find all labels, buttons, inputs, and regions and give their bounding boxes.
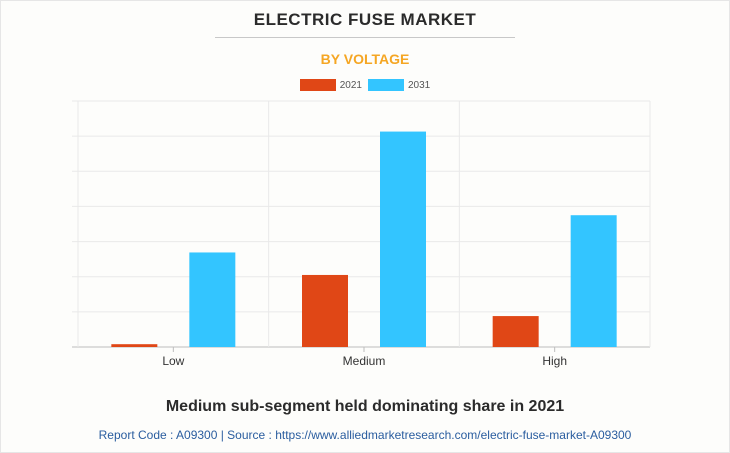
bar-low-2021[interactable] [111, 344, 158, 347]
bar-high-2021[interactable] [492, 316, 539, 347]
bar-medium-2031[interactable] [380, 131, 426, 347]
x-tick-label-medium: Medium [343, 354, 386, 368]
x-tick-label-low: Low [162, 354, 184, 368]
legend-swatch-2021 [299, 79, 336, 91]
bar-medium-2021[interactable] [302, 274, 348, 347]
chart-title: ELECTRIC FUSE MARKET [253, 10, 477, 29]
bar-high-2031[interactable] [570, 215, 617, 347]
report-source: Report Code : A09300 | Source : https://… [98, 428, 632, 442]
legend-swatch-2031 [368, 79, 404, 91]
title-divider [215, 37, 515, 38]
grid-lines [72, 100, 651, 348]
legend-label-2021: 2021 [339, 79, 362, 91]
chart-subtitle: BY VOLTAGE [320, 51, 410, 67]
chart-caption: Medium sub-segment held dominating share… [165, 398, 565, 415]
x-tick-labels: Low Medium High [162, 347, 567, 368]
bar-low-2031[interactable] [189, 252, 236, 347]
legend-label-2031: 2031 [408, 79, 431, 91]
x-tick-label-high: High [542, 354, 567, 368]
bars [111, 131, 617, 347]
legend: 2021 2031 [0, 79, 730, 91]
legend-item-2031[interactable]: 2031 [368, 79, 430, 91]
legend-item-2021[interactable]: 2021 [299, 79, 362, 91]
